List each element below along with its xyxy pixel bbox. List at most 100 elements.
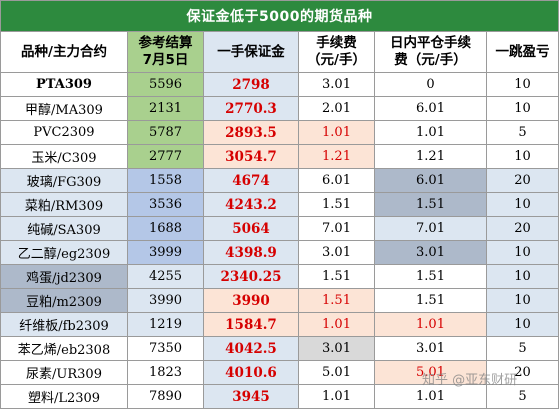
margin-cell[interactable]: 4398.9 xyxy=(203,240,299,265)
settlement-price-cell[interactable]: 2131 xyxy=(127,96,204,121)
settlement-price-cell[interactable]: 2777 xyxy=(127,144,204,169)
fee-cell[interactable]: 1.21 xyxy=(298,144,375,169)
settlement-price-cell[interactable]: 1823 xyxy=(127,360,204,385)
tick-value-cell[interactable]: 10 xyxy=(485,96,560,121)
margin-cell[interactable]: 5064 xyxy=(203,216,299,241)
contract-cell[interactable]: PTA309 xyxy=(0,72,128,97)
header-intraday-fee[interactable]: 日内平仓手续 费（元/手） xyxy=(374,31,487,73)
settlement-price-cell[interactable]: 1558 xyxy=(127,168,204,193)
tick-value-cell[interactable]: 5 xyxy=(485,384,560,409)
table-row: 苯乙烯/eb2308 7350 4042.5 3.01 3.01 5 xyxy=(0,336,560,361)
contract-cell[interactable]: 塑料/L2309 xyxy=(0,384,128,409)
fee-cell[interactable]: 1.01 xyxy=(298,312,375,337)
tick-value-cell[interactable]: 10 xyxy=(485,240,560,265)
settlement-price-cell[interactable]: 4255 xyxy=(127,264,204,289)
intraday-fee-cell[interactable]: 6.01 xyxy=(374,168,487,193)
intraday-fee-cell[interactable]: 1.01 xyxy=(374,312,487,337)
settlement-price-cell[interactable]: 5787 xyxy=(127,120,204,145)
intraday-fee-cell[interactable]: 1.51 xyxy=(374,288,487,313)
tick-value-cell[interactable]: 20 xyxy=(485,216,560,241)
tick-value-cell[interactable]: 20 xyxy=(485,168,560,193)
margin-cell[interactable]: 1584.7 xyxy=(203,312,299,337)
fee-cell[interactable]: 1.01 xyxy=(298,120,375,145)
fee-cell[interactable]: 1.51 xyxy=(298,192,375,217)
title-row: 保证金低于5000的期货品种 xyxy=(0,0,560,32)
fee-cell[interactable]: 1.51 xyxy=(298,288,375,313)
settlement-price-cell[interactable]: 3536 xyxy=(127,192,204,217)
margin-cell[interactable]: 2893.5 xyxy=(203,120,299,145)
settlement-price-cell[interactable]: 7890 xyxy=(127,384,204,409)
intraday-fee-cell[interactable]: 5.01 xyxy=(374,360,487,385)
fee-cell[interactable]: 7.01 xyxy=(298,216,375,241)
header-contract[interactable]: 品种/主力合约 xyxy=(0,31,128,73)
intraday-fee-cell[interactable]: 1.51 xyxy=(374,264,487,289)
margin-cell[interactable]: 2798 xyxy=(203,72,299,97)
margin-cell[interactable]: 2770.3 xyxy=(203,96,299,121)
header-margin[interactable]: 一手保证金 xyxy=(203,31,299,73)
tick-value-cell[interactable]: 10 xyxy=(485,264,560,289)
margin-cell[interactable]: 3945 xyxy=(203,384,299,409)
tick-value-cell[interactable]: 5 xyxy=(485,336,560,361)
tick-value-cell[interactable]: 10 xyxy=(485,72,560,97)
contract-cell[interactable]: 玉米/C309 xyxy=(0,144,128,169)
settlement-price-cell[interactable]: 7350 xyxy=(127,336,204,361)
intraday-fee-cell[interactable]: 6.01 xyxy=(374,96,487,121)
header-tick-value[interactable]: 一跳盈亏 xyxy=(485,31,560,73)
tick-value-cell[interactable]: 10 xyxy=(485,312,560,337)
header-settlement-price[interactable]: 参考结算 7月5日 xyxy=(127,31,204,73)
fee-cell[interactable]: 3.01 xyxy=(298,336,375,361)
intraday-fee-cell[interactable]: 1.21 xyxy=(374,144,487,169)
settlement-price-cell[interactable]: 5596 xyxy=(127,72,204,97)
contract-cell[interactable]: 鸡蛋/jd2309 xyxy=(0,264,128,289)
settlement-price-cell[interactable]: 3990 xyxy=(127,288,204,313)
table-row: 玻璃/FG309 1558 4674 6.01 6.01 20 xyxy=(0,168,560,193)
contract-cell[interactable]: 豆粕/m2309 xyxy=(0,288,128,313)
tick-value-cell[interactable]: 20 xyxy=(485,360,560,385)
contract-cell[interactable]: 菜粕/RM309 xyxy=(0,192,128,217)
intraday-fee-cell[interactable]: 0 xyxy=(374,72,487,97)
table-row: 玉米/C309 2777 3054.7 1.21 1.21 10 xyxy=(0,144,560,169)
tick-value-cell[interactable]: 5 xyxy=(485,120,560,145)
intraday-fee-cell[interactable]: 3.01 xyxy=(374,240,487,265)
margin-cell[interactable]: 4674 xyxy=(203,168,299,193)
table-row: 甲醇/MA309 2131 2770.3 2.01 6.01 10 xyxy=(0,96,560,121)
margin-cell[interactable]: 4243.2 xyxy=(203,192,299,217)
margin-cell[interactable]: 3990 xyxy=(203,288,299,313)
contract-cell[interactable]: 尿素/UR309 xyxy=(0,360,128,385)
contract-cell[interactable]: 纯碱/SA309 xyxy=(0,216,128,241)
settlement-price-cell[interactable]: 1688 xyxy=(127,216,204,241)
settlement-price-cell[interactable]: 1219 xyxy=(127,312,204,337)
fee-cell[interactable]: 3.01 xyxy=(298,240,375,265)
contract-cell[interactable]: 纤维板/fb2309 xyxy=(0,312,128,337)
tick-value-cell[interactable]: 10 xyxy=(485,288,560,313)
fee-cell[interactable]: 2.01 xyxy=(298,96,375,121)
margin-cell[interactable]: 2340.25 xyxy=(203,264,299,289)
contract-cell[interactable]: 苯乙烯/eb2308 xyxy=(0,336,128,361)
tick-value-cell[interactable]: 10 xyxy=(485,144,560,169)
table-row: 尿素/UR309 1823 4010.6 5.01 5.01 20 xyxy=(0,360,560,385)
table-row: 乙二醇/eg2309 3999 4398.9 3.01 3.01 10 xyxy=(0,240,560,265)
fee-cell[interactable]: 5.01 xyxy=(298,360,375,385)
contract-cell[interactable]: 乙二醇/eg2309 xyxy=(0,240,128,265)
margin-cell[interactable]: 4010.6 xyxy=(203,360,299,385)
fee-cell[interactable]: 6.01 xyxy=(298,168,375,193)
tick-value-cell[interactable]: 10 xyxy=(485,192,560,217)
header-fee[interactable]: 手续费 （元/手） xyxy=(298,31,375,73)
contract-cell[interactable]: 玻璃/FG309 xyxy=(0,168,128,193)
settlement-price-cell[interactable]: 3999 xyxy=(127,240,204,265)
intraday-fee-cell[interactable]: 1.51 xyxy=(374,192,487,217)
intraday-fee-cell[interactable]: 1.01 xyxy=(374,384,487,409)
margin-cell[interactable]: 4042.5 xyxy=(203,336,299,361)
intraday-fee-cell[interactable]: 1.01 xyxy=(374,120,487,145)
fee-cell[interactable]: 3.01 xyxy=(298,72,375,97)
intraday-fee-cell[interactable]: 7.01 xyxy=(374,216,487,241)
margin-cell[interactable]: 3054.7 xyxy=(203,144,299,169)
table-row: 塑料/L2309 7890 3945 1.01 1.01 5 xyxy=(0,384,560,409)
fee-cell[interactable]: 1.01 xyxy=(298,384,375,409)
fee-cell[interactable]: 1.51 xyxy=(298,264,375,289)
intraday-fee-cell[interactable]: 3.01 xyxy=(374,336,487,361)
contract-cell[interactable]: 甲醇/MA309 xyxy=(0,96,128,121)
contract-cell[interactable]: PVC2309 xyxy=(0,120,128,145)
